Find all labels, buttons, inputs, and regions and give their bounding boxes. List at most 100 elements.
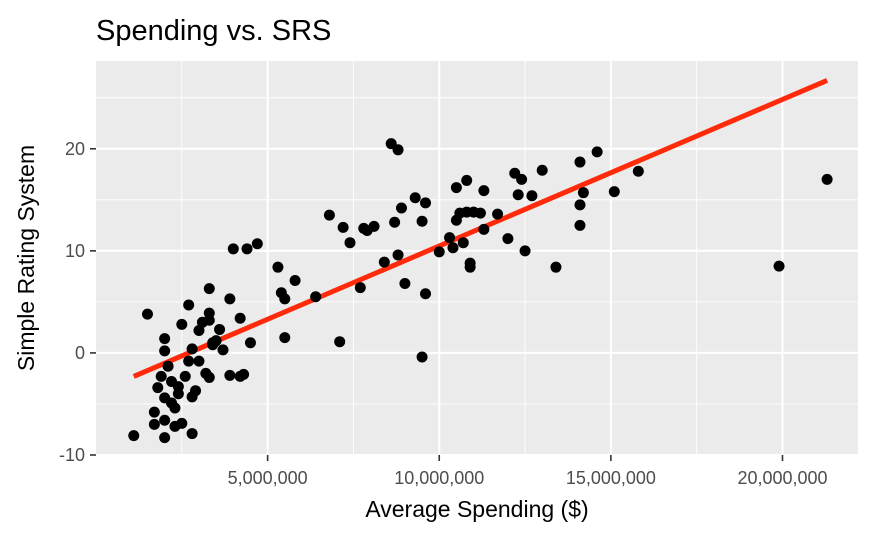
x-tick-label: 5,000,000 <box>228 468 308 488</box>
data-point <box>141 308 153 320</box>
data-point <box>574 199 586 211</box>
data-point <box>203 314 215 326</box>
data-point <box>159 345 171 357</box>
data-point <box>416 351 428 363</box>
x-axis-title: Average Spending ($) <box>365 496 588 522</box>
data-point <box>433 246 445 258</box>
data-point <box>354 282 366 294</box>
data-point <box>241 243 253 255</box>
data-point <box>186 343 198 355</box>
data-point <box>773 260 785 272</box>
data-point <box>574 156 586 168</box>
x-tick-label: 20,000,000 <box>737 468 827 488</box>
data-point <box>214 323 226 335</box>
x-axis: 5,000,000 10,000,000 15,000,000 20,000,000 <box>228 455 828 488</box>
data-point <box>516 173 528 185</box>
data-point <box>447 242 459 254</box>
data-point <box>159 333 171 345</box>
data-point <box>172 381 184 393</box>
data-point <box>183 299 195 311</box>
data-point <box>395 202 407 214</box>
data-point <box>519 245 531 257</box>
y-tick-label: 0 <box>75 343 85 363</box>
data-point <box>251 238 263 250</box>
data-point <box>183 355 195 367</box>
data-point <box>323 209 335 221</box>
data-point <box>526 190 538 202</box>
chart-title: Spending vs. SRS <box>96 15 331 47</box>
data-point <box>210 335 222 347</box>
x-tick-label: 10,000,000 <box>394 468 484 488</box>
data-point <box>536 164 548 176</box>
y-tick-label: 20 <box>65 139 85 159</box>
data-point <box>550 261 562 273</box>
data-point <box>310 291 322 303</box>
data-point <box>234 312 246 324</box>
data-point <box>148 406 160 418</box>
data-point <box>279 332 291 344</box>
data-point <box>378 256 390 268</box>
data-point <box>179 370 191 382</box>
data-point <box>392 144 404 156</box>
data-point <box>176 318 188 330</box>
data-point <box>821 173 833 185</box>
data-point <box>190 385 202 397</box>
data-point <box>492 208 504 220</box>
data-point <box>152 382 164 394</box>
data-point <box>632 165 644 177</box>
data-point <box>244 337 256 349</box>
plot-panel <box>96 61 858 455</box>
data-point <box>502 233 514 245</box>
data-point <box>450 182 462 194</box>
data-point <box>203 283 215 295</box>
data-point <box>169 402 181 414</box>
data-point <box>159 432 171 444</box>
data-point <box>409 192 421 204</box>
data-point <box>238 368 250 380</box>
data-point <box>392 249 404 261</box>
data-point <box>193 355 205 367</box>
data-point <box>591 146 603 158</box>
data-point <box>337 221 349 233</box>
data-point <box>289 274 301 286</box>
data-point <box>159 414 171 426</box>
data-point <box>227 243 239 255</box>
y-axis: -10 0 10 20 <box>59 139 96 465</box>
data-point <box>148 418 160 430</box>
data-point <box>577 187 589 199</box>
data-point <box>399 278 411 290</box>
data-point <box>203 371 215 383</box>
data-point <box>334 336 346 348</box>
data-point <box>474 207 486 219</box>
minor-gridlines <box>96 61 858 455</box>
data-point <box>224 293 236 305</box>
data-point <box>272 261 284 273</box>
data-point <box>457 237 469 249</box>
data-point <box>186 428 198 440</box>
y-axis-title: Simple Rating System <box>13 145 39 371</box>
y-tick-label: 10 <box>65 241 85 261</box>
data-point <box>162 360 174 372</box>
data-point <box>344 237 356 249</box>
data-point <box>478 223 490 235</box>
data-point <box>176 417 188 429</box>
data-point <box>217 344 229 356</box>
data-point <box>420 197 432 209</box>
data-point <box>224 369 236 381</box>
data-point <box>574 219 586 231</box>
data-point <box>416 215 428 227</box>
data-point <box>389 216 401 228</box>
data-point <box>444 232 456 244</box>
data-point <box>155 370 167 382</box>
data-points <box>128 138 833 444</box>
y-tick-label: -10 <box>59 445 85 465</box>
data-point <box>478 185 490 197</box>
data-point <box>128 430 140 442</box>
data-point <box>608 186 620 198</box>
data-point <box>512 189 524 201</box>
data-point <box>464 261 476 273</box>
data-point <box>420 288 432 300</box>
x-tick-label: 15,000,000 <box>566 468 656 488</box>
data-point <box>368 220 380 232</box>
